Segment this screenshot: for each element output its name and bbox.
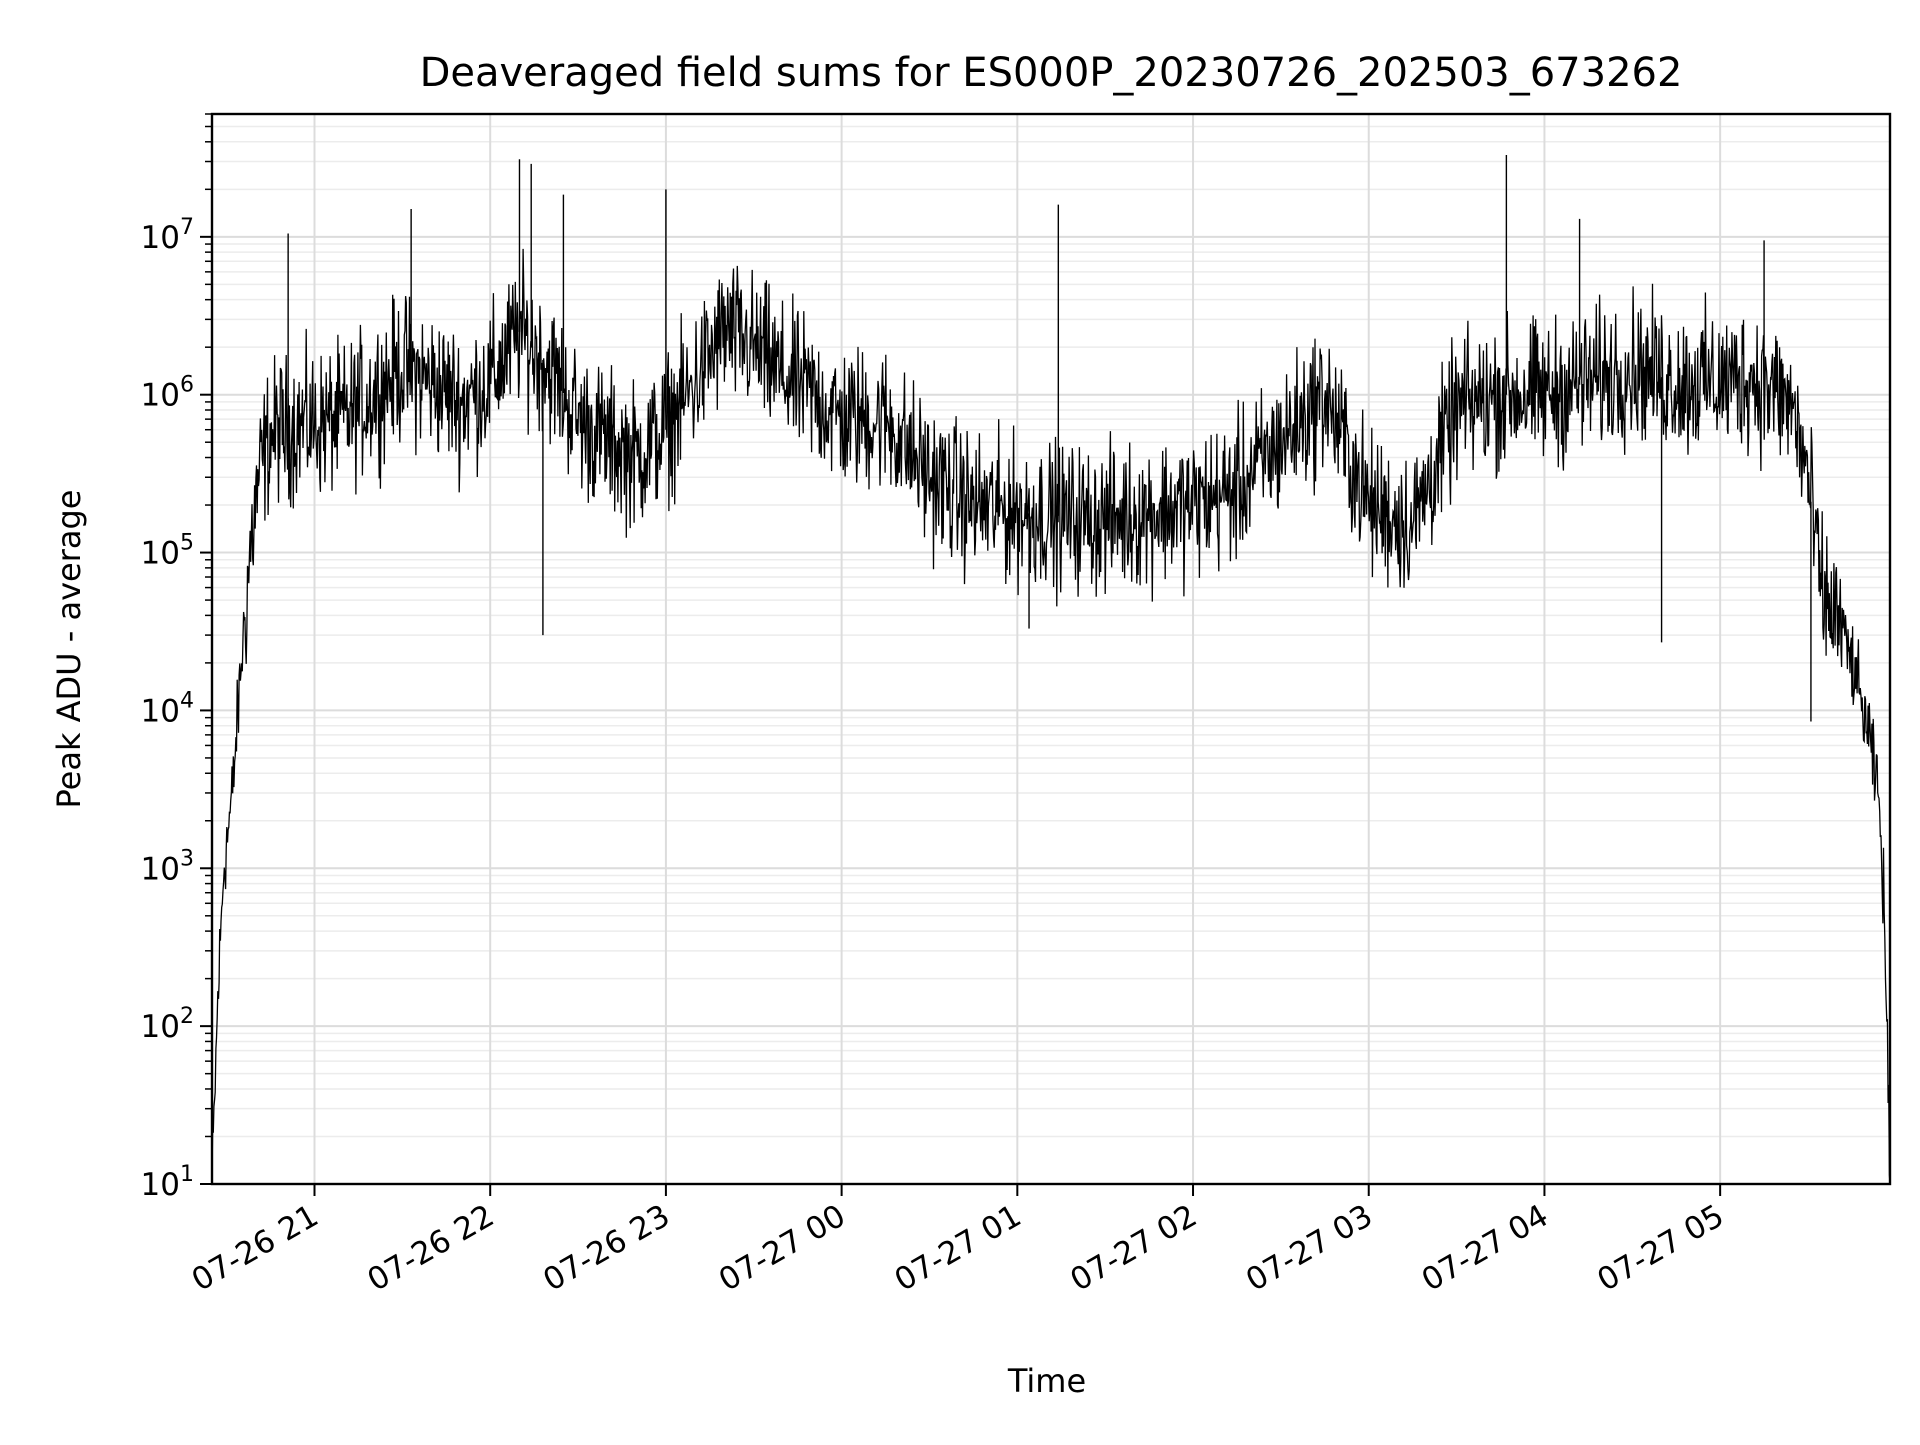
y-tick-label: 105 [141, 531, 194, 572]
y-tick-label: 106 [141, 373, 194, 414]
grid-layer [212, 113, 1890, 1185]
y-tick-label: 104 [141, 688, 194, 729]
y-tick-label: 102 [141, 1004, 194, 1045]
plot-frame [210, 112, 1892, 1186]
x-axis-label: Time [1007, 1362, 1086, 1400]
y-tick-label: 101 [141, 1162, 194, 1203]
y-tick-label: 103 [141, 846, 194, 887]
y-tick-label: 107 [141, 215, 194, 256]
series-line [211, 248, 1891, 1185]
series-layer [211, 154, 1891, 1185]
y-axis: 101 102 103 104 105 106 107 [141, 113, 212, 1203]
chart-title: Deaveraged field sums for ES000P_2023072… [420, 50, 1683, 96]
y-axis-label: Peak ADU - average [50, 490, 88, 809]
